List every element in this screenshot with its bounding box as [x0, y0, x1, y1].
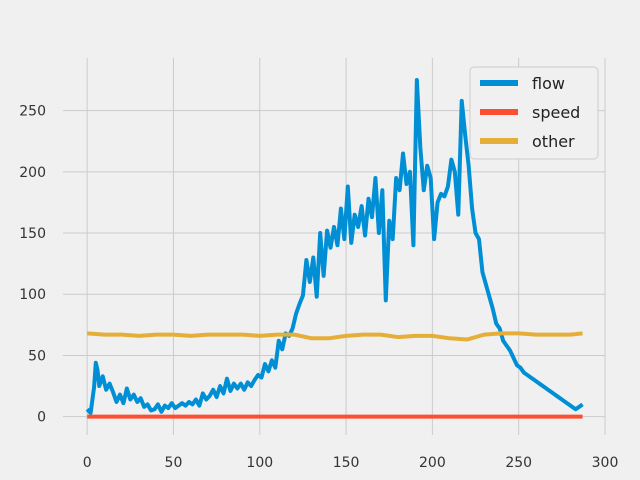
legend: flow speed other	[470, 67, 598, 159]
x-tick-label: 0	[83, 455, 92, 471]
y-tick-label: 0	[37, 410, 46, 426]
x-tick-label: 200	[419, 455, 446, 471]
x-tick-label: 50	[165, 455, 183, 471]
legend-label-speed: speed	[532, 103, 580, 122]
y-tick-label: 100	[19, 287, 46, 303]
legend-label-other: other	[532, 132, 575, 151]
x-tick-label: 100	[246, 455, 273, 471]
x-tick-label: 250	[505, 455, 532, 471]
x-tick-label: 150	[333, 455, 360, 471]
legend-label-flow: flow	[532, 74, 565, 93]
y-tick-label: 150	[19, 226, 46, 242]
y-tick-label: 50	[28, 348, 46, 364]
x-tick-label: 300	[592, 455, 619, 471]
y-tick-label: 200	[19, 165, 46, 181]
y-tick-label: 250	[19, 104, 46, 120]
